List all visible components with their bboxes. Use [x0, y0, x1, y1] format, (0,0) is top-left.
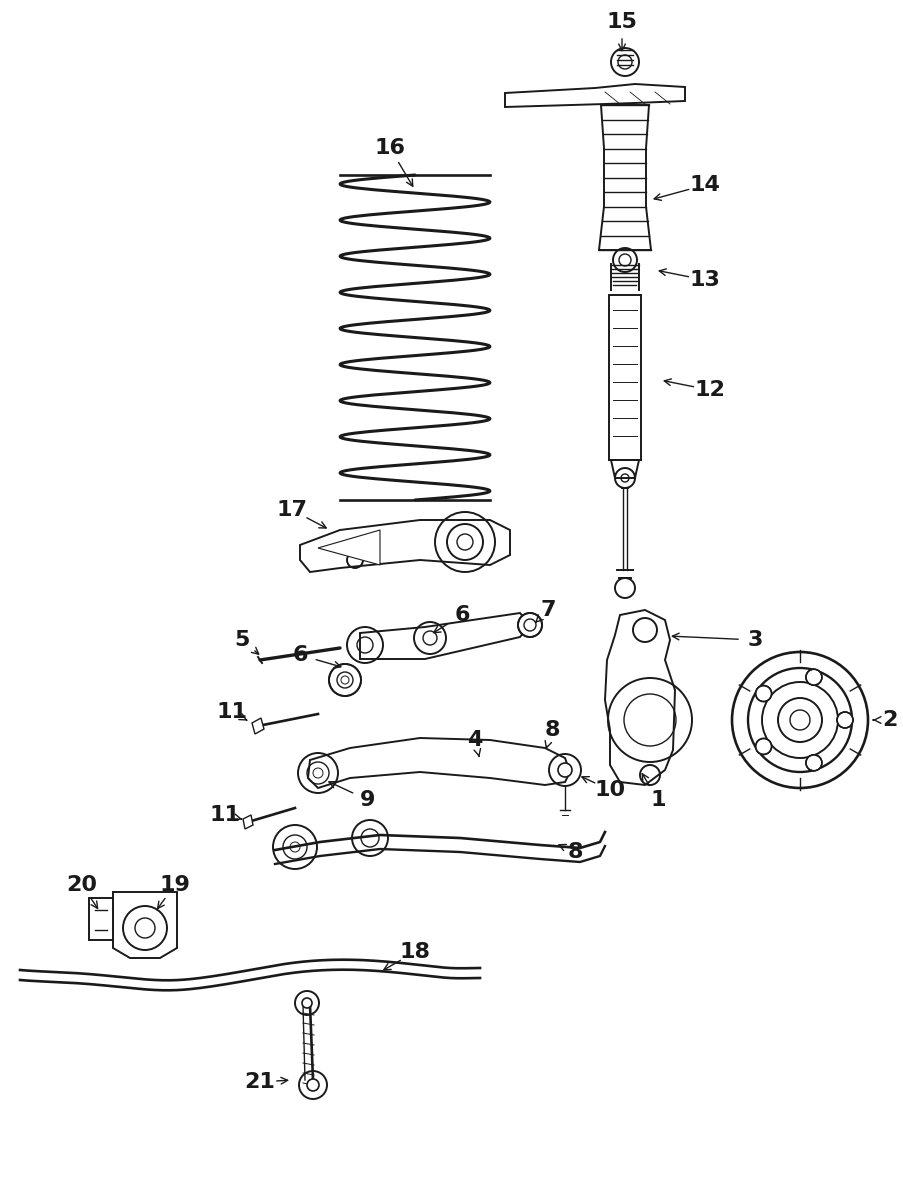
Circle shape — [302, 998, 312, 1008]
Circle shape — [329, 664, 360, 695]
Polygon shape — [318, 530, 379, 565]
Text: 20: 20 — [67, 875, 98, 894]
Text: 10: 10 — [594, 781, 625, 800]
Circle shape — [805, 755, 821, 771]
Polygon shape — [610, 460, 638, 478]
Text: 11: 11 — [216, 701, 247, 722]
Polygon shape — [100, 975, 154, 990]
Polygon shape — [200, 970, 250, 988]
Text: 3: 3 — [747, 629, 762, 650]
Polygon shape — [252, 718, 264, 734]
Text: 21: 21 — [245, 1072, 275, 1092]
Circle shape — [805, 669, 821, 685]
Polygon shape — [308, 739, 570, 788]
Text: 15: 15 — [606, 12, 637, 32]
Text: 6: 6 — [292, 645, 307, 665]
Circle shape — [557, 763, 572, 777]
Text: 8: 8 — [544, 721, 559, 740]
Text: 2: 2 — [881, 710, 897, 730]
Polygon shape — [243, 815, 253, 829]
Circle shape — [307, 1079, 319, 1091]
Text: 14: 14 — [689, 175, 720, 195]
Text: 13: 13 — [689, 270, 720, 290]
Polygon shape — [359, 960, 420, 975]
Polygon shape — [450, 968, 479, 978]
Polygon shape — [604, 610, 675, 785]
Polygon shape — [113, 892, 177, 958]
Polygon shape — [88, 898, 113, 940]
Text: 11: 11 — [209, 805, 240, 825]
Text: 7: 7 — [540, 600, 555, 620]
Text: 9: 9 — [360, 790, 376, 811]
Text: 19: 19 — [160, 875, 191, 894]
Text: 17: 17 — [276, 500, 307, 520]
Text: 1: 1 — [649, 790, 665, 811]
Polygon shape — [420, 965, 450, 978]
Text: 8: 8 — [566, 842, 582, 862]
Polygon shape — [250, 962, 300, 980]
Polygon shape — [300, 960, 359, 972]
Polygon shape — [154, 978, 200, 990]
Circle shape — [755, 739, 771, 754]
Circle shape — [517, 613, 542, 637]
Text: 12: 12 — [694, 380, 724, 400]
Polygon shape — [505, 84, 684, 107]
Text: 5: 5 — [234, 629, 249, 650]
Text: 16: 16 — [374, 138, 405, 158]
Polygon shape — [55, 972, 100, 986]
Polygon shape — [20, 970, 55, 982]
Polygon shape — [609, 295, 640, 460]
Text: 18: 18 — [399, 942, 430, 962]
Polygon shape — [359, 613, 529, 659]
Text: 6: 6 — [453, 605, 470, 625]
Circle shape — [755, 686, 771, 701]
Polygon shape — [300, 520, 509, 572]
Text: 4: 4 — [467, 730, 482, 751]
Circle shape — [836, 712, 852, 728]
